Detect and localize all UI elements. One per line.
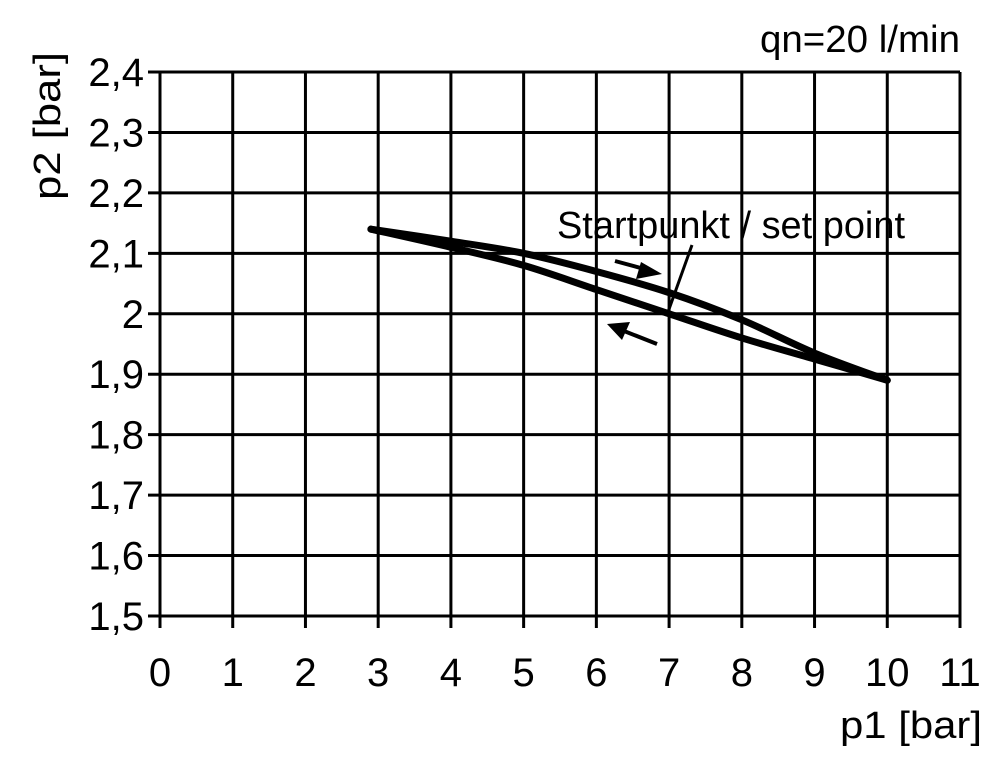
series-line-1 [367,225,891,384]
tick-labels: 0 1 2 3 4 5 6 7 8 9 10 11 1,5 1,6 1,7 1,8 1,9 2 2,1 2,2 2,3 2… [88,51,980,695]
arrow-left-icon [607,322,658,346]
series-line-2 [367,225,891,384]
x-tick-label: 11 [939,651,981,695]
x-tick-label: 6 [585,651,607,695]
y-tick-label: 2 [122,293,144,337]
grid [148,70,962,628]
x-tick-label: 10 [865,651,910,695]
y-axis-label: p2 [bar] [27,52,69,200]
x-tick-label: 2 [294,651,316,695]
x-tick-label: 0 [149,651,171,695]
x-tick-label: 8 [731,651,753,695]
y-tick-label: 2,4 [88,51,144,95]
y-tick-label: 2,1 [88,232,144,276]
set-point-annotation: Startpunkt / set point [557,205,905,247]
x-axis-label: p1 [bar] [840,705,982,747]
x-tick-label: 5 [513,651,535,695]
x-tick-label: 4 [440,651,462,695]
x-tick-label: 1 [222,651,244,695]
x-tick-label: 7 [658,651,680,695]
arrow-right-icon [614,259,662,279]
y-tick-label: 1,7 [88,474,144,518]
y-tick-label: 2,3 [88,111,144,155]
y-tick-label: 1,8 [88,414,144,458]
x-tick-label: 9 [803,651,825,695]
chart-title: qn=20 l/min [760,19,960,61]
y-tick-label: 2,2 [88,172,144,216]
y-tick-label: 1,5 [88,595,144,639]
y-tick-label: 1,9 [88,353,144,397]
x-tick-label: 3 [367,651,389,695]
y-tick-label: 1,6 [88,535,144,579]
annotation-leader-line [666,244,694,313]
curves [367,225,891,384]
